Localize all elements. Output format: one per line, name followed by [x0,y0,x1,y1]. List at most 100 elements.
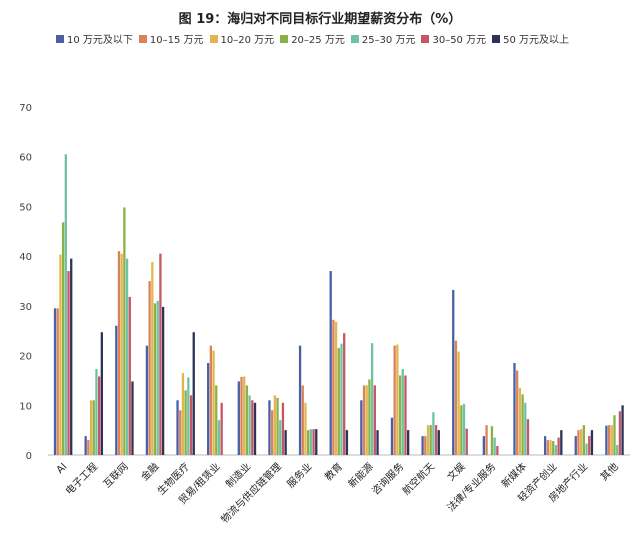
bar [315,429,318,455]
bar [128,296,131,455]
bar [345,430,349,455]
bar [217,420,221,455]
bar [362,385,366,455]
bar [390,417,394,455]
bar [432,412,435,455]
legend-label: 20–25 万元 [291,35,345,46]
bar [485,425,488,455]
x-tick-label: 教育 [322,460,345,483]
bar [61,222,65,455]
bar [151,262,154,455]
bar [240,376,243,455]
bar [159,253,162,455]
bar [340,343,343,455]
legend-swatch [280,34,289,43]
bar [370,343,374,455]
bar [98,376,101,455]
x-tick-label: AI [55,461,70,476]
bar [482,436,486,455]
bar [245,385,249,455]
y-tick-label: 0 [26,451,32,462]
bar [251,400,254,455]
bar [123,207,126,455]
legend: 10 万元及以下 10–15 万元 10–20 万元 20–25 万元 25–30 万元… [56,31,636,46]
bar [490,426,494,455]
bar [543,436,547,455]
bar [560,430,563,455]
bars [53,154,624,456]
bar [334,321,338,455]
bar [393,345,396,455]
x-tick-label: 新媒体 [499,460,529,490]
bar [605,425,608,455]
bar [95,368,98,455]
bar [312,429,315,455]
bar [585,443,588,455]
bar [181,372,185,455]
bar [187,377,190,455]
legend-item: 10–20 万元 [209,31,275,46]
bar [268,400,271,455]
bar [577,430,580,455]
bar [156,300,159,455]
bar [270,410,274,455]
legend-item: 10 万元及以下 [56,31,133,46]
legend-label: 10–15 万元 [149,35,204,46]
bar [59,254,62,455]
bar [87,440,90,455]
bar [125,258,129,455]
y-tick-label: 70 [19,103,32,114]
bar [421,436,424,455]
legend-label: 10–20 万元 [220,35,275,46]
bar [365,385,368,455]
bar [92,400,95,455]
bar [176,400,179,455]
legend-label: 30–50 万元 [432,35,487,46]
bar [574,436,577,455]
bar [524,402,527,455]
bar [580,429,583,455]
x-tick-label: 服务业 [284,460,314,490]
legend-swatch [421,34,430,43]
bar [590,430,594,455]
legend-label: 10 万元及以下 [67,35,133,46]
bar [100,332,103,455]
x-tick-label: 其他 [597,460,620,483]
bar [53,308,57,455]
y-tick-label: 30 [19,302,32,313]
y-tick-label: 20 [19,352,32,363]
bar [343,333,346,455]
bar [67,271,70,455]
bar [457,351,460,455]
bar [298,345,302,455]
bar [513,363,516,455]
bar [332,319,335,455]
bar [396,344,399,455]
bar [613,415,616,455]
bar [276,397,279,455]
bar [407,430,410,455]
legend-item: 50 万元及以上 [492,31,569,46]
bar [401,368,404,455]
bar [153,303,157,455]
bar [64,154,67,456]
bar [404,375,407,455]
chart-title: 图 19：海归对不同目标行业期望薪资分布（%） [178,12,462,27]
bar [452,289,455,455]
y-tick-label: 60 [19,153,32,164]
x-tick-label: 制造业 [223,460,253,490]
bar [148,281,151,455]
x-tick-label: 新能源 [345,460,375,490]
bar [607,425,611,455]
legend-item: 25–30 万元 [350,31,415,46]
x-tick-label: 金融 [138,460,161,483]
bar [304,402,307,455]
bar [521,394,524,455]
bar [373,385,376,455]
y-tick-label: 40 [19,252,32,263]
bar [145,345,149,455]
bar [424,436,427,455]
bar [368,379,371,455]
